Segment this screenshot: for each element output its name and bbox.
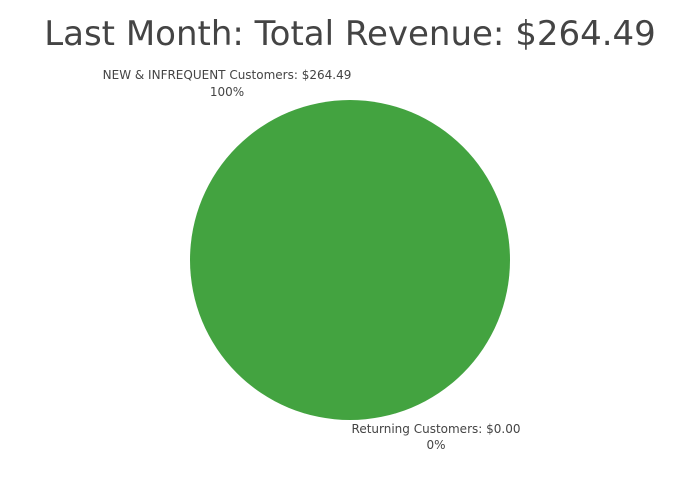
slice-label-returning-percent: 0% <box>426 438 445 452</box>
slice-label-returning: Returning Customers: $0.00 0% <box>352 422 521 452</box>
slice-label-returning-name: Returning Customers: $0.00 <box>352 422 521 436</box>
slice-label-new-infrequent-name: NEW & INFREQUENT Customers: $264.49 <box>103 68 352 82</box>
pie-slice-new-infrequent[interactable] <box>190 100 510 420</box>
slice-label-new-infrequent-percent: 100% <box>210 85 244 99</box>
chart-title: Last Month: Total Revenue: $264.49 <box>44 14 656 54</box>
pie-slices <box>190 100 510 420</box>
slice-label-new-infrequent: NEW & INFREQUENT Customers: $264.49 100% <box>103 68 352 99</box>
